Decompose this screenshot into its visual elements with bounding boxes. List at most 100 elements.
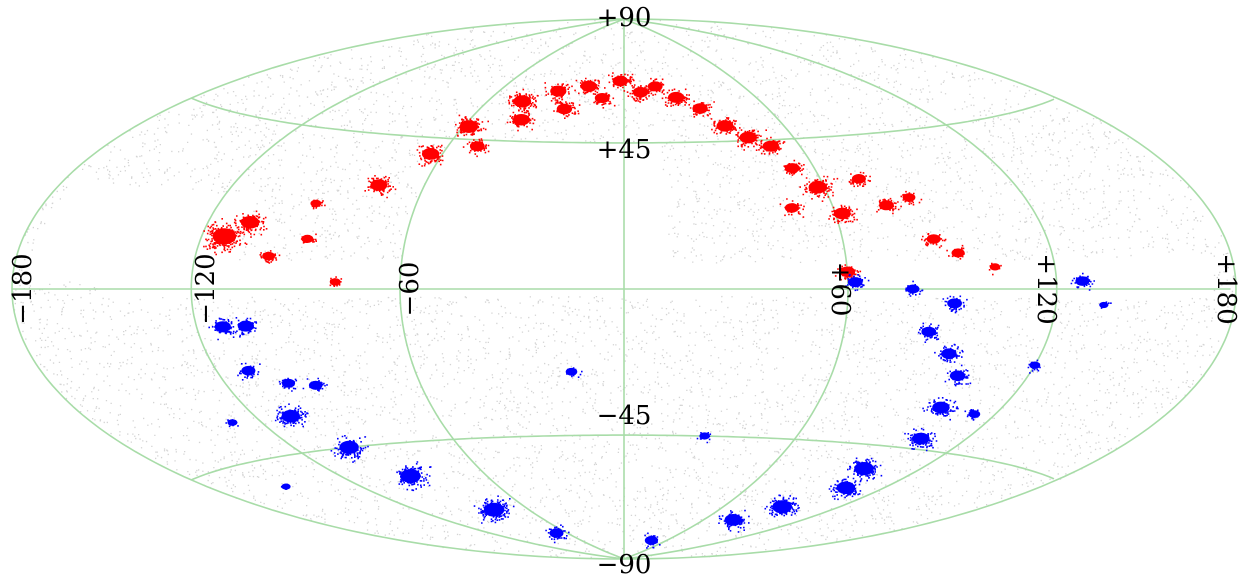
- north-cluster: [711, 117, 737, 135]
- south-cluster-points: [644, 532, 661, 549]
- south-cluster: [473, 495, 515, 524]
- lon-label-left: −120: [191, 253, 221, 324]
- south-cluster: [225, 419, 239, 428]
- north-cluster: [259, 250, 281, 264]
- north-cluster: [799, 175, 839, 202]
- north-cluster: [455, 114, 489, 137]
- north-cluster-points: [758, 136, 786, 155]
- north-cluster: [310, 199, 326, 210]
- lon-label-center-right: +60: [825, 262, 855, 317]
- north-cluster: [828, 204, 858, 224]
- south-cluster-points: [278, 377, 298, 392]
- south-cluster-points: [566, 367, 583, 378]
- north-cluster-points: [900, 190, 923, 206]
- north-cluster-points: [507, 88, 539, 114]
- north-cluster: [233, 210, 268, 237]
- south-cluster-points: [934, 343, 964, 363]
- north-cluster: [608, 72, 636, 93]
- south-cluster: [280, 483, 291, 490]
- north-cluster: [783, 159, 805, 176]
- lon-label-far-right: +180: [1211, 253, 1241, 324]
- south-cluster: [302, 377, 328, 392]
- south-cluster: [330, 435, 369, 463]
- south-cluster-points: [208, 317, 235, 341]
- south-cluster-points: [845, 274, 870, 292]
- north-cluster: [758, 136, 786, 155]
- south-cluster-points: [696, 432, 712, 444]
- south-cluster-points: [396, 461, 432, 492]
- south-cluster-points: [1100, 301, 1112, 309]
- north-cluster-points: [876, 197, 902, 215]
- north-cluster-points: [608, 72, 636, 93]
- north-cluster: [946, 244, 965, 260]
- north-cluster-points: [988, 262, 1002, 276]
- north-cluster-points: [735, 127, 767, 151]
- parallel-line: [190, 434, 1055, 481]
- north-cluster-points: [661, 88, 690, 107]
- south-cluster: [764, 494, 800, 518]
- north-cluster-points: [946, 244, 965, 260]
- north-cluster-points: [779, 198, 805, 218]
- lon-label-far-left: −180: [8, 253, 38, 324]
- north-cluster-points: [828, 204, 858, 224]
- south-cluster-points: [330, 435, 369, 463]
- lon-label-right: +120: [1031, 253, 1061, 324]
- lat-label-top: +90: [597, 3, 652, 33]
- north-cluster-points: [506, 109, 536, 132]
- north-cluster-points: [574, 77, 606, 95]
- parallel-line: [190, 97, 1055, 144]
- north-cluster-points: [834, 264, 862, 282]
- south-cluster-points: [904, 427, 938, 452]
- north-cluster: [329, 276, 343, 287]
- lat-label-lower: −45: [597, 401, 652, 431]
- lat-label-upper: +45: [597, 135, 652, 165]
- north-cluster: [544, 82, 573, 103]
- north-cluster-points: [643, 77, 670, 96]
- south-cluster: [565, 367, 583, 378]
- north-cluster: [661, 88, 690, 107]
- south-cluster-points: [845, 457, 883, 483]
- north-cluster: [593, 92, 616, 109]
- south-cluster: [845, 274, 870, 292]
- north-cluster: [507, 88, 539, 114]
- north-cluster-points: [259, 250, 281, 264]
- south-cluster-points: [280, 483, 290, 490]
- north-cluster-points: [921, 233, 947, 249]
- north-cluster-points: [711, 117, 737, 135]
- south-cluster: [922, 397, 959, 421]
- north-cluster: [834, 264, 862, 282]
- south-cluster-points: [917, 322, 940, 343]
- north-cluster: [779, 198, 805, 218]
- north-cluster-points: [233, 210, 268, 237]
- south-cluster: [396, 461, 432, 492]
- south-cluster-points: [942, 295, 968, 314]
- north-cluster-points: [593, 92, 616, 109]
- lon-label-center-left: −60: [395, 262, 425, 317]
- south-cluster: [230, 317, 258, 338]
- south-cluster-points: [545, 524, 570, 544]
- north-cluster-points: [364, 175, 397, 199]
- south-cluster: [208, 317, 235, 341]
- south-cluster-points: [944, 364, 972, 387]
- north-cluster: [364, 175, 397, 199]
- north-cluster-points: [627, 82, 654, 103]
- south-cluster: [905, 280, 924, 297]
- south-cluster-points: [1027, 359, 1041, 374]
- north-cluster: [643, 77, 670, 96]
- north-cluster-points: [848, 171, 871, 188]
- north-cluster: [553, 99, 581, 119]
- south-cluster: [964, 409, 981, 421]
- coordinate-grid: [11, 18, 1237, 560]
- south-cluster: [274, 403, 309, 428]
- north-cluster-points: [553, 99, 581, 119]
- meridian-line: [624, 18, 1237, 560]
- north-cluster-points: [300, 233, 317, 244]
- north-cluster-points: [311, 199, 326, 210]
- south-cluster: [944, 364, 972, 387]
- north-cluster-points: [203, 218, 252, 256]
- north-cluster: [988, 262, 1002, 276]
- north-cluster-points: [688, 100, 715, 120]
- south-cluster: [942, 295, 968, 314]
- south-cluster: [718, 509, 750, 533]
- north-cluster-points: [544, 82, 573, 103]
